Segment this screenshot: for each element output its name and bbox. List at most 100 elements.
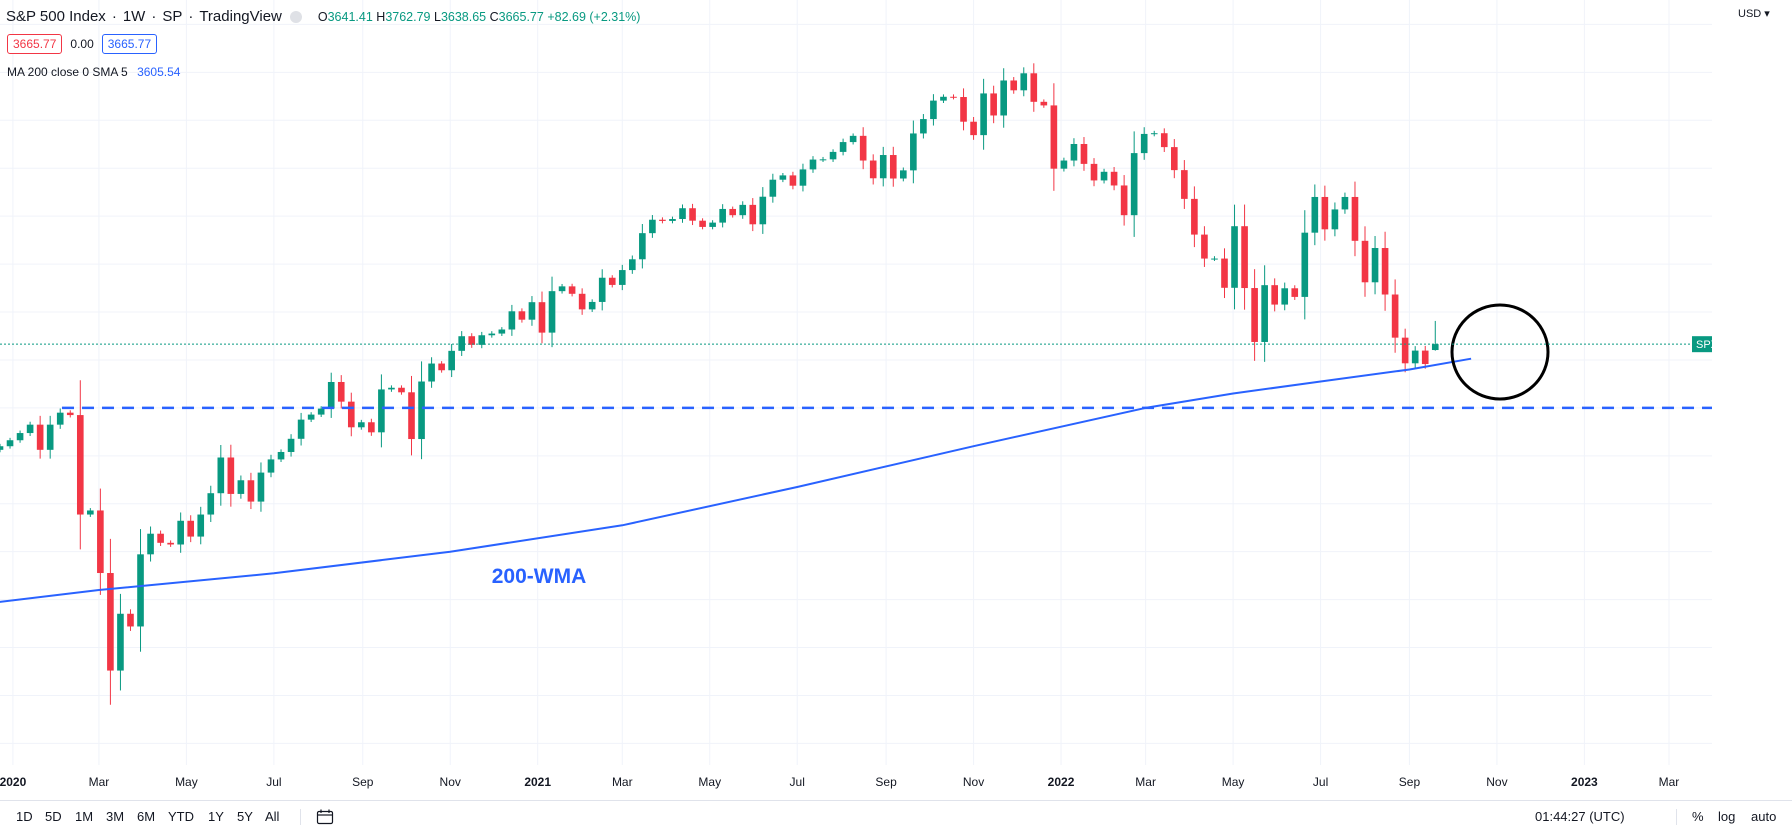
candle: [1070, 143, 1078, 161]
close-label: C: [489, 9, 499, 24]
candle: [378, 389, 385, 433]
range-1y-button[interactable]: 1Y: [208, 809, 224, 824]
candle: [779, 175, 787, 180]
candle: [669, 219, 676, 221]
chart-area[interactable]: 200-WMA 2000.002200.002400.002600.002800…: [0, 0, 1712, 789]
date-range-icon[interactable]: [316, 809, 334, 828]
candle: [1191, 198, 1198, 235]
candle: [1120, 185, 1128, 216]
legend-dot: ·: [151, 8, 157, 25]
candle: [598, 277, 606, 302]
range-3m-button[interactable]: 3M: [106, 809, 125, 824]
candle: [1160, 133, 1168, 148]
candle: [1020, 73, 1028, 91]
spread-value: 0.00: [70, 37, 94, 51]
range-1m-button[interactable]: 1M: [75, 809, 94, 824]
candle: [1241, 226, 1248, 289]
candle: [709, 222, 716, 227]
trade-price-boxes: 3665.77 0.00 3665.77: [7, 34, 158, 54]
candle: [217, 457, 225, 494]
symbol-name[interactable]: S&P 500 Index: [6, 8, 106, 25]
candle: [297, 419, 305, 439]
change-value: +82.69 (+2.31%): [547, 9, 641, 24]
ohlc-values: O3641.41 H3762.79 L3638.65 C3665.77 +82.…: [318, 10, 641, 24]
market-status-icon[interactable]: [289, 10, 302, 23]
candle: [950, 96, 957, 98]
grid: [0, 0, 1712, 765]
candle: [267, 459, 275, 473]
candle: [247, 480, 255, 502]
x-tick-label: Mar: [89, 775, 110, 789]
x-tick-label: Sep: [352, 775, 374, 789]
utc-clock[interactable]: 01:44:27 (UTC): [1535, 809, 1625, 824]
x-tick-label: Jul: [266, 775, 281, 789]
range-5d-button[interactable]: 5D: [45, 809, 62, 824]
candle: [930, 100, 937, 120]
candle: [16, 433, 24, 441]
ma-legend[interactable]: MA 200 close 0 SMA 5 3605.54: [7, 65, 180, 79]
candle: [1271, 285, 1278, 305]
candle: [257, 472, 265, 502]
candle: [1391, 294, 1399, 338]
candle: [428, 363, 435, 382]
candle: [127, 613, 134, 627]
range-1d-button[interactable]: 1D: [16, 809, 33, 824]
candle: [1251, 288, 1258, 342]
candle: [358, 422, 365, 428]
candle: [448, 350, 455, 371]
candle: [137, 554, 144, 627]
buy-price-button[interactable]: 3665.77: [101, 34, 158, 54]
candle: [538, 302, 546, 333]
candle: [588, 301, 596, 310]
auto-scale-toggle[interactable]: auto: [1751, 809, 1777, 824]
interval-label[interactable]: 1W: [122, 8, 146, 25]
candle: [97, 510, 104, 574]
open-label: O: [317, 9, 328, 24]
range-5y-button[interactable]: 5Y: [237, 809, 253, 824]
sell-price-button[interactable]: 3665.77: [7, 34, 63, 54]
candle: [147, 533, 154, 555]
candle: [197, 514, 205, 537]
candle: [879, 155, 887, 179]
candle: [1231, 226, 1238, 288]
range-ytd-button[interactable]: YTD: [168, 809, 194, 824]
ma-value: 3605.54: [137, 65, 181, 79]
candle: [327, 381, 335, 409]
price-chart[interactable]: 200-WMA 2000.002200.002400.002600.002800…: [0, 0, 1712, 800]
candle: [518, 311, 526, 320]
candle: [980, 93, 987, 136]
currency-selector[interactable]: USD ▾: [1738, 7, 1770, 20]
x-tick-label: Jul: [790, 775, 805, 789]
candle: [729, 208, 737, 216]
x-tick-label: 2020: [0, 775, 27, 789]
x-tick-label: Mar: [1135, 775, 1156, 789]
candle: [1010, 80, 1018, 91]
high-label: H: [376, 9, 386, 24]
range-6m-button[interactable]: 6M: [137, 809, 156, 824]
x-axis: 2020 Mar May Jul Sep Nov 2021 Mar May Jul Sep Nov 20…: [0, 775, 1679, 789]
legend-dot: ·: [111, 8, 117, 25]
candle: [388, 387, 395, 390]
candle: [1411, 350, 1419, 364]
candle: [649, 219, 656, 234]
log-scale-toggle[interactable]: log: [1718, 809, 1736, 824]
candle: [1361, 240, 1369, 283]
x-tick-label: Jul: [1313, 775, 1328, 789]
candle: [1421, 350, 1429, 365]
symbol-tag-label: SPX: [1696, 339, 1712, 351]
candles: [0, 63, 1439, 705]
price-tags: SPX3665.7718:25:323605.54: [1692, 336, 1712, 353]
candle: [1401, 337, 1409, 364]
candle: [819, 159, 827, 161]
range-all-button[interactable]: All: [265, 809, 280, 824]
candle: [26, 424, 34, 434]
candle: [1211, 258, 1218, 260]
chevron-down-icon: ▾: [1764, 8, 1770, 20]
candle: [337, 381, 345, 402]
high-value: 3762.79: [385, 9, 431, 24]
symbol-tag: [1692, 336, 1712, 353]
candle: [1040, 101, 1048, 106]
percent-scale-toggle[interactable]: %: [1692, 809, 1704, 824]
candle: [940, 96, 947, 101]
ma-label: MA 200 close 0 SMA 5: [7, 65, 128, 79]
